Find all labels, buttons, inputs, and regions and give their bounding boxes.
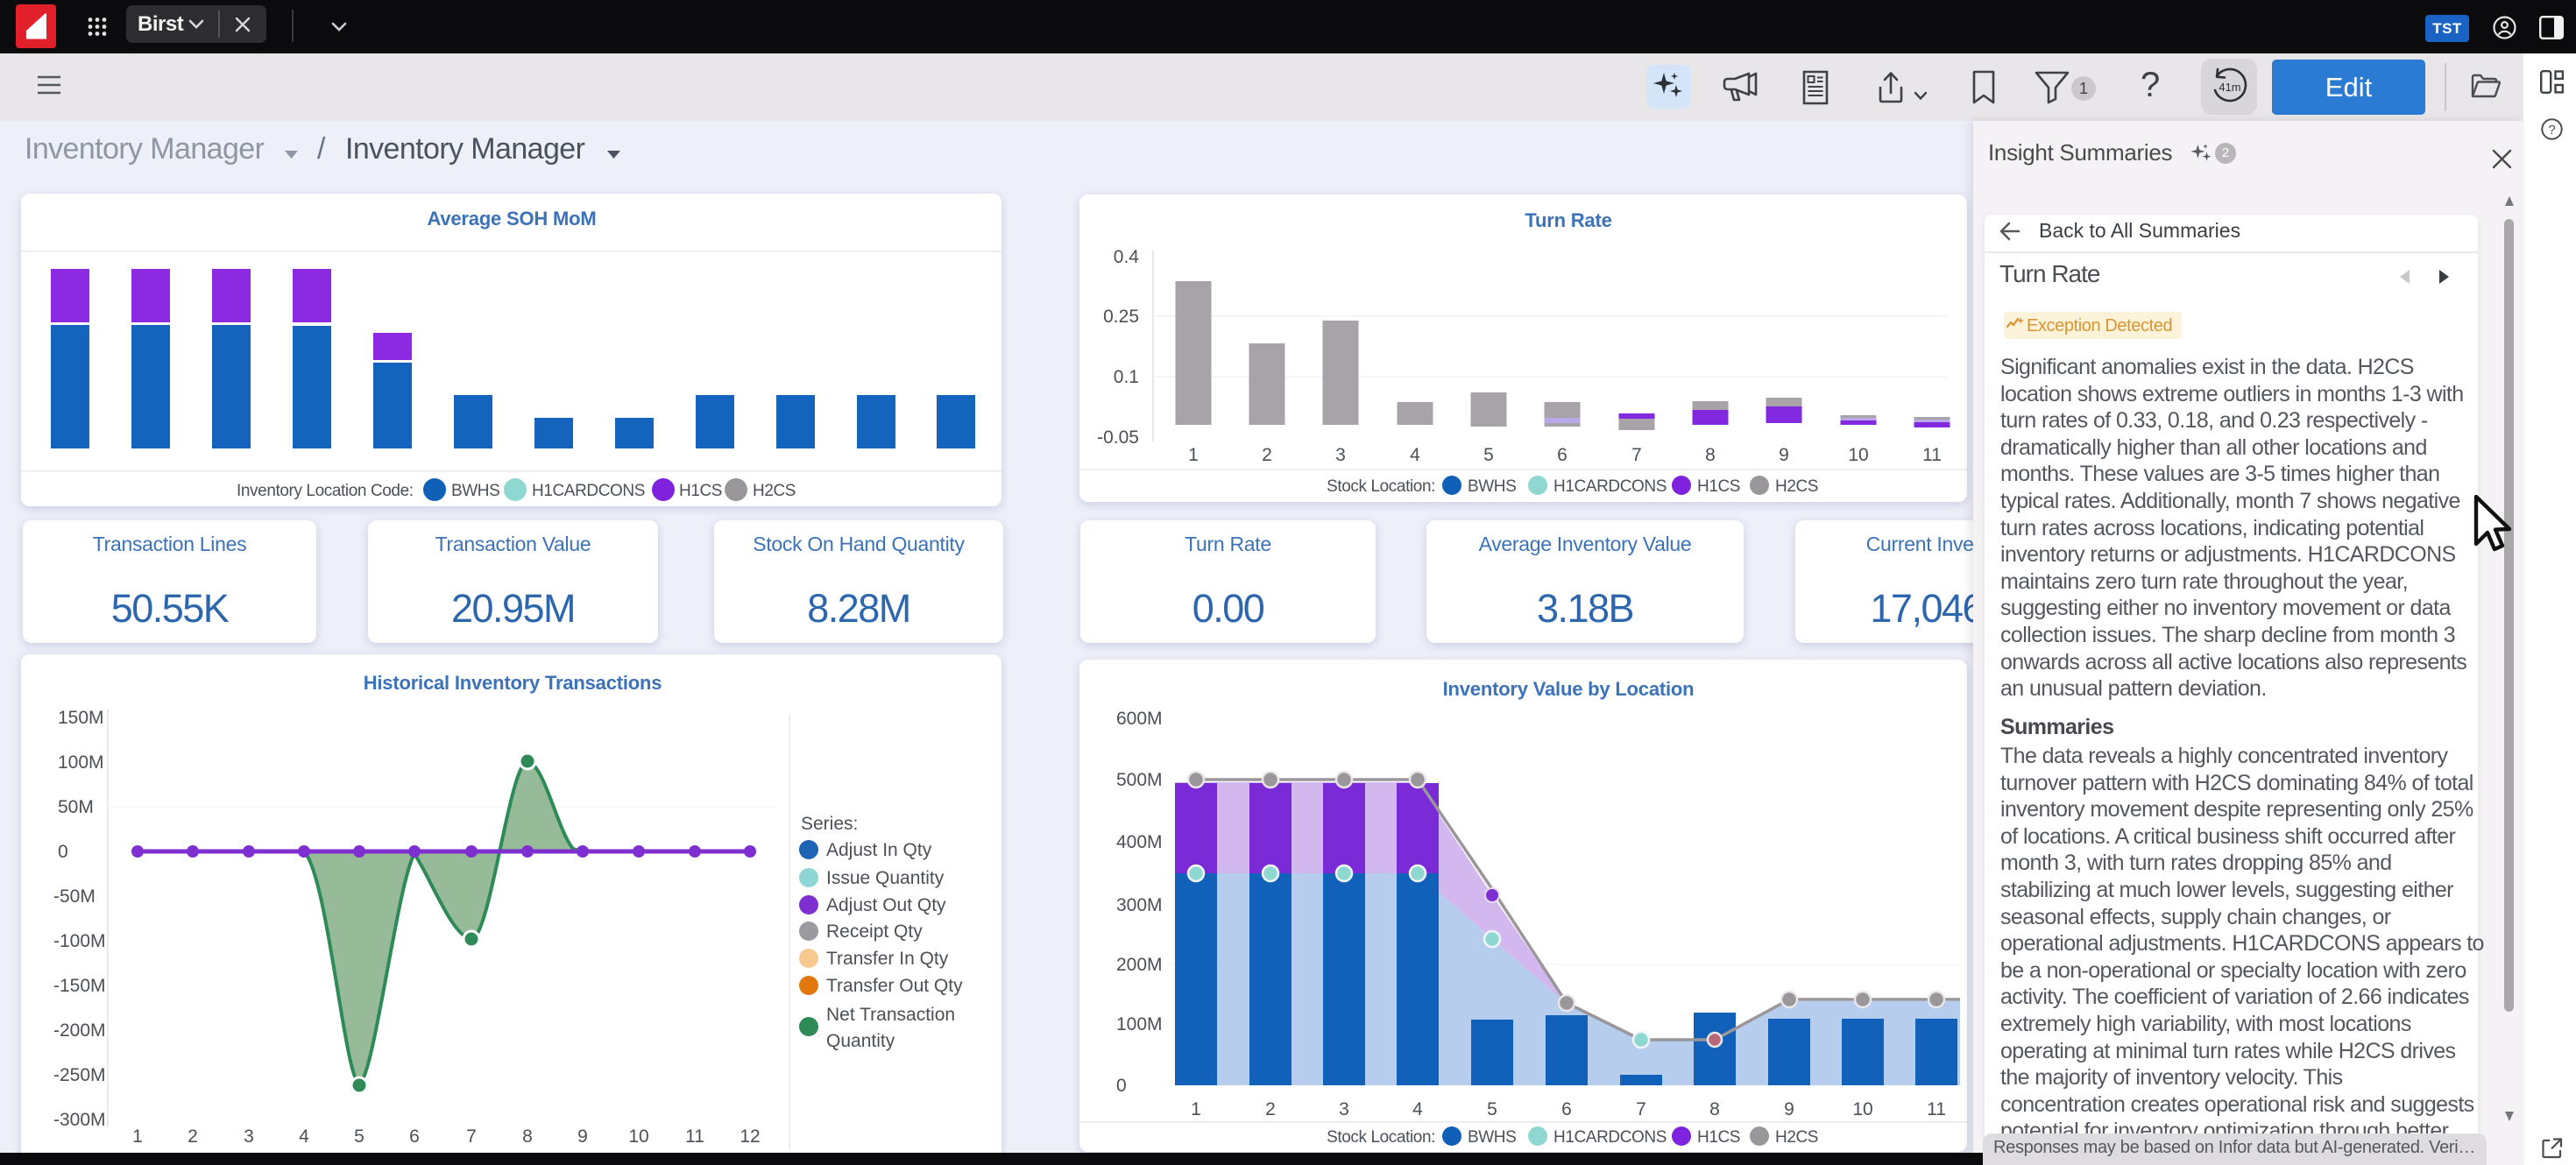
- svg-text:0.25: 0.25: [1103, 307, 1139, 327]
- svg-text:BWHS: BWHS: [1468, 477, 1516, 496]
- svg-text:Receipt Qty: Receipt Qty: [826, 921, 923, 942]
- svg-text:6: 6: [1561, 1099, 1572, 1119]
- svg-text:300M: 300M: [1116, 895, 1163, 915]
- svg-text:H2CS: H2CS: [1775, 477, 1818, 496]
- svg-text:-150M: -150M: [53, 976, 106, 996]
- svg-text:3: 3: [1335, 445, 1346, 465]
- svg-text:4: 4: [299, 1126, 309, 1147]
- svg-text:-0.05: -0.05: [1097, 427, 1139, 448]
- svg-text:Series:: Series:: [801, 814, 858, 834]
- svg-text:H1CARDCONS: H1CARDCONS: [532, 482, 645, 500]
- svg-text:Historical Inventory Transacti: Historical Inventory Transactions: [364, 672, 662, 694]
- svg-text:8: 8: [1709, 1099, 1720, 1119]
- svg-text:H2CS: H2CS: [1775, 1128, 1818, 1147]
- svg-text:0: 0: [58, 842, 68, 862]
- svg-text:8: 8: [522, 1126, 533, 1147]
- svg-text:5: 5: [354, 1126, 364, 1147]
- svg-text:41m: 41m: [2219, 81, 2240, 94]
- svg-text:0.1: 0.1: [1114, 367, 1139, 387]
- svg-text:5: 5: [1487, 1099, 1497, 1119]
- svg-text:6: 6: [1557, 445, 1568, 465]
- svg-text:6: 6: [409, 1126, 420, 1147]
- svg-text:1: 1: [132, 1126, 143, 1147]
- svg-text:11: 11: [1922, 445, 1942, 465]
- svg-text:9: 9: [577, 1126, 588, 1147]
- svg-text:400M: 400M: [1116, 832, 1163, 852]
- svg-text:9: 9: [1784, 1099, 1794, 1119]
- svg-text:-50M: -50M: [53, 886, 96, 907]
- svg-text:Transfer Out Qty: Transfer Out Qty: [826, 976, 963, 996]
- svg-text:-100M: -100M: [53, 931, 106, 951]
- svg-text:0: 0: [1116, 1076, 1127, 1096]
- svg-text:1: 1: [1191, 1099, 1201, 1119]
- svg-text:-250M: -250M: [53, 1065, 106, 1085]
- svg-text:BWHS: BWHS: [1468, 1128, 1516, 1147]
- svg-text:2: 2: [188, 1126, 198, 1147]
- svg-text:150M: 150M: [58, 708, 104, 728]
- svg-text:H1CARDCONS: H1CARDCONS: [1553, 477, 1667, 496]
- svg-text:5: 5: [1483, 445, 1494, 465]
- svg-text:8: 8: [1705, 445, 1716, 465]
- svg-text:100M: 100M: [1116, 1014, 1163, 1034]
- svg-text:200M: 200M: [1116, 955, 1163, 975]
- svg-text:-300M: -300M: [53, 1110, 106, 1130]
- svg-text:3: 3: [244, 1126, 254, 1147]
- svg-text:Net Transaction: Net Transaction: [826, 1005, 955, 1025]
- svg-text:100M: 100M: [58, 752, 104, 773]
- svg-text:2: 2: [1265, 1099, 1276, 1119]
- svg-text:10: 10: [1852, 1099, 1872, 1119]
- svg-text:3: 3: [1339, 1099, 1349, 1119]
- svg-text:0.4: 0.4: [1114, 247, 1140, 267]
- svg-text:?: ?: [2548, 123, 2555, 138]
- svg-text:50M: 50M: [58, 797, 94, 817]
- svg-text:H1CS: H1CS: [1697, 477, 1740, 496]
- svg-text:Average SOH MoM: Average SOH MoM: [427, 208, 596, 229]
- svg-text:Adjust In Qty: Adjust In Qty: [826, 840, 932, 860]
- svg-text:9: 9: [1779, 445, 1789, 465]
- svg-text:H1CS: H1CS: [679, 482, 722, 500]
- svg-text:12: 12: [740, 1126, 760, 1147]
- svg-text:10: 10: [628, 1126, 648, 1147]
- svg-text:500M: 500M: [1116, 770, 1163, 790]
- svg-text:2: 2: [1262, 445, 1272, 465]
- svg-text:Turn Rate: Turn Rate: [1525, 209, 1611, 231]
- svg-text:H1CARDCONS: H1CARDCONS: [1553, 1128, 1667, 1147]
- svg-text:Transfer In Qty: Transfer In Qty: [826, 949, 949, 969]
- svg-text:600M: 600M: [1116, 709, 1163, 729]
- svg-text:4: 4: [1410, 445, 1420, 465]
- svg-text:H2CS: H2CS: [753, 482, 796, 500]
- svg-text:1: 1: [1188, 445, 1199, 465]
- svg-text:Stock Location:: Stock Location:: [1327, 477, 1435, 496]
- svg-text:7: 7: [1631, 445, 1642, 465]
- svg-text:7: 7: [466, 1126, 477, 1147]
- svg-text:H1CS: H1CS: [1697, 1128, 1740, 1147]
- svg-text:11: 11: [1927, 1099, 1946, 1119]
- svg-text:Quantity: Quantity: [826, 1031, 895, 1051]
- svg-text:BWHS: BWHS: [451, 482, 499, 500]
- svg-text:Inventory Location Code:: Inventory Location Code:: [237, 482, 414, 500]
- svg-text:10: 10: [1848, 445, 1868, 465]
- svg-text:-200M: -200M: [53, 1020, 106, 1041]
- svg-text:4: 4: [1412, 1099, 1423, 1119]
- svg-text:Issue Quantity: Issue Quantity: [826, 868, 945, 888]
- svg-text:11: 11: [685, 1126, 704, 1147]
- svg-text:7: 7: [1636, 1099, 1646, 1119]
- svg-text:Adjust Out Qty: Adjust Out Qty: [826, 895, 946, 915]
- svg-text:Stock Location:: Stock Location:: [1327, 1128, 1435, 1147]
- svg-text:Inventory Value by Location: Inventory Value by Location: [1443, 678, 1695, 700]
